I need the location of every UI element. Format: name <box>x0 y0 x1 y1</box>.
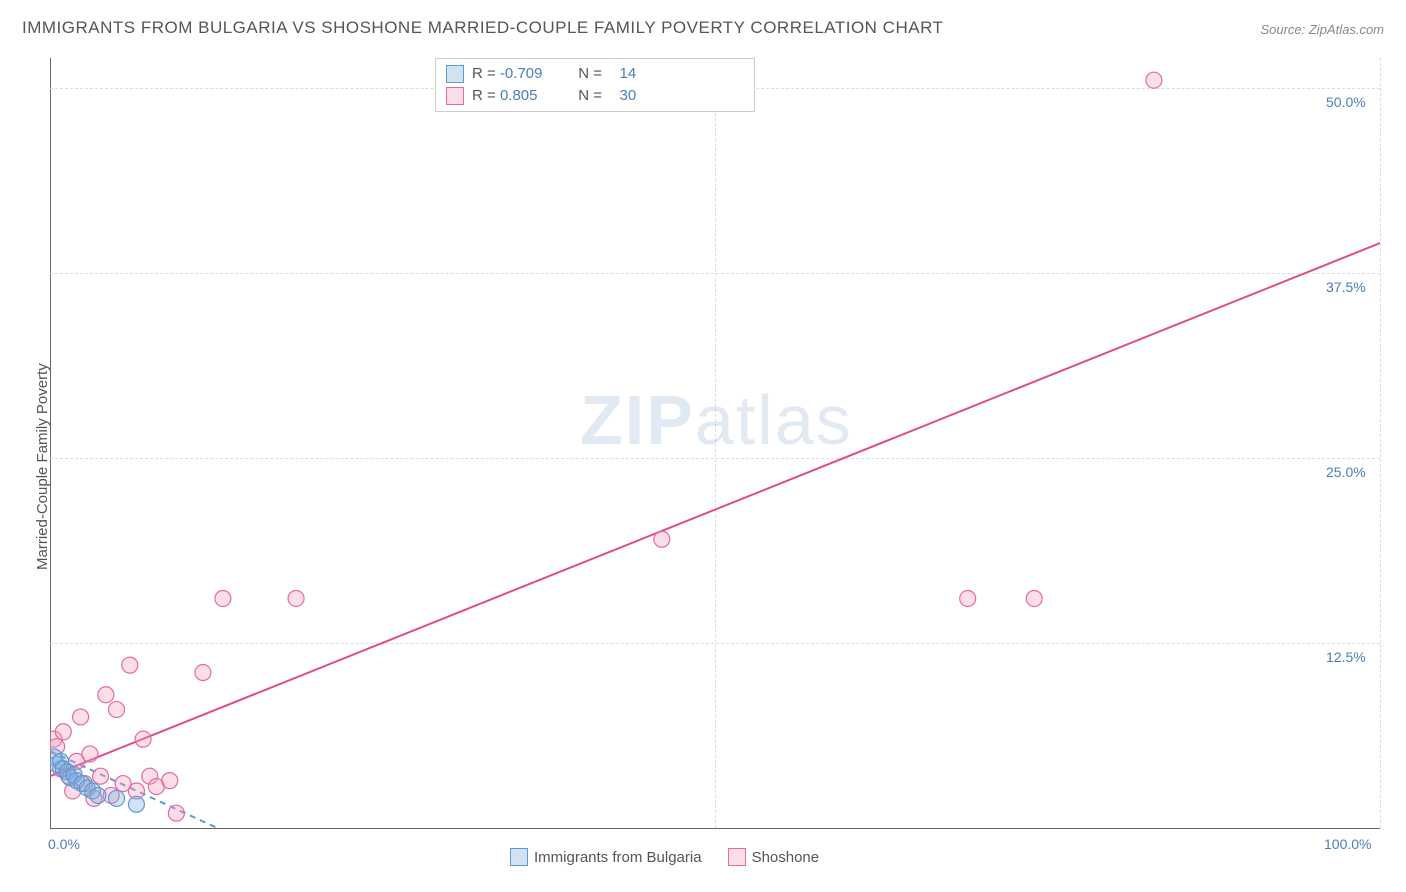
legend-swatch <box>446 87 464 105</box>
legend-n-label: N = <box>570 87 606 104</box>
legend-row: R = 0.805 N = 30 <box>446 85 744 107</box>
x-axis-line <box>50 828 1380 829</box>
chart-title: IMMIGRANTS FROM BULGARIA VS SHOSHONE MAR… <box>22 18 943 38</box>
legend-n-value: 14 <box>606 63 636 85</box>
data-point <box>288 590 304 606</box>
legend-swatch <box>728 848 746 866</box>
source-label: Source: ZipAtlas.com <box>1260 22 1384 37</box>
data-point <box>82 746 98 762</box>
plot-area: 12.5%25.0%37.5%50.0%0.0%100.0% <box>50 58 1380 828</box>
correlation-legend: R = -0.709 N = 14R = 0.805 N = 30 <box>435 58 755 112</box>
data-point <box>55 724 71 740</box>
data-point <box>93 768 109 784</box>
data-point <box>1026 590 1042 606</box>
legend-r-label: R = <box>472 87 500 104</box>
data-point <box>215 590 231 606</box>
data-point <box>1146 72 1162 88</box>
legend-series-label: Shoshone <box>752 849 820 866</box>
x-tick-label-right: 100.0% <box>1324 836 1371 852</box>
legend-series-label: Immigrants from Bulgaria <box>534 849 702 866</box>
legend-r-value: 0.805 <box>500 85 570 107</box>
legend-swatch <box>446 65 464 83</box>
data-point <box>73 709 89 725</box>
data-point <box>98 687 114 703</box>
legend-r-label: R = <box>472 65 500 82</box>
y-axis-label: Married-Couple Family Poverty <box>34 363 51 570</box>
legend-n-label: N = <box>570 65 606 82</box>
data-point <box>135 731 151 747</box>
data-point <box>128 796 144 812</box>
legend-swatch <box>510 848 528 866</box>
x-tick-label-left: 0.0% <box>48 836 80 852</box>
legend-n-value: 30 <box>606 85 636 107</box>
data-point <box>90 787 106 803</box>
data-point <box>168 805 184 821</box>
chart-svg <box>50 58 1380 828</box>
data-point <box>109 702 125 718</box>
trend-line <box>50 243 1380 776</box>
series-legend: Immigrants from Bulgaria Shoshone <box>510 848 845 866</box>
data-point <box>960 590 976 606</box>
legend-row: R = -0.709 N = 14 <box>446 63 744 85</box>
data-point <box>109 790 125 806</box>
v-gridline <box>1380 58 1381 828</box>
data-point <box>195 665 211 681</box>
data-point <box>162 773 178 789</box>
data-point <box>654 531 670 547</box>
data-point <box>122 657 138 673</box>
legend-r-value: -0.709 <box>500 63 570 85</box>
